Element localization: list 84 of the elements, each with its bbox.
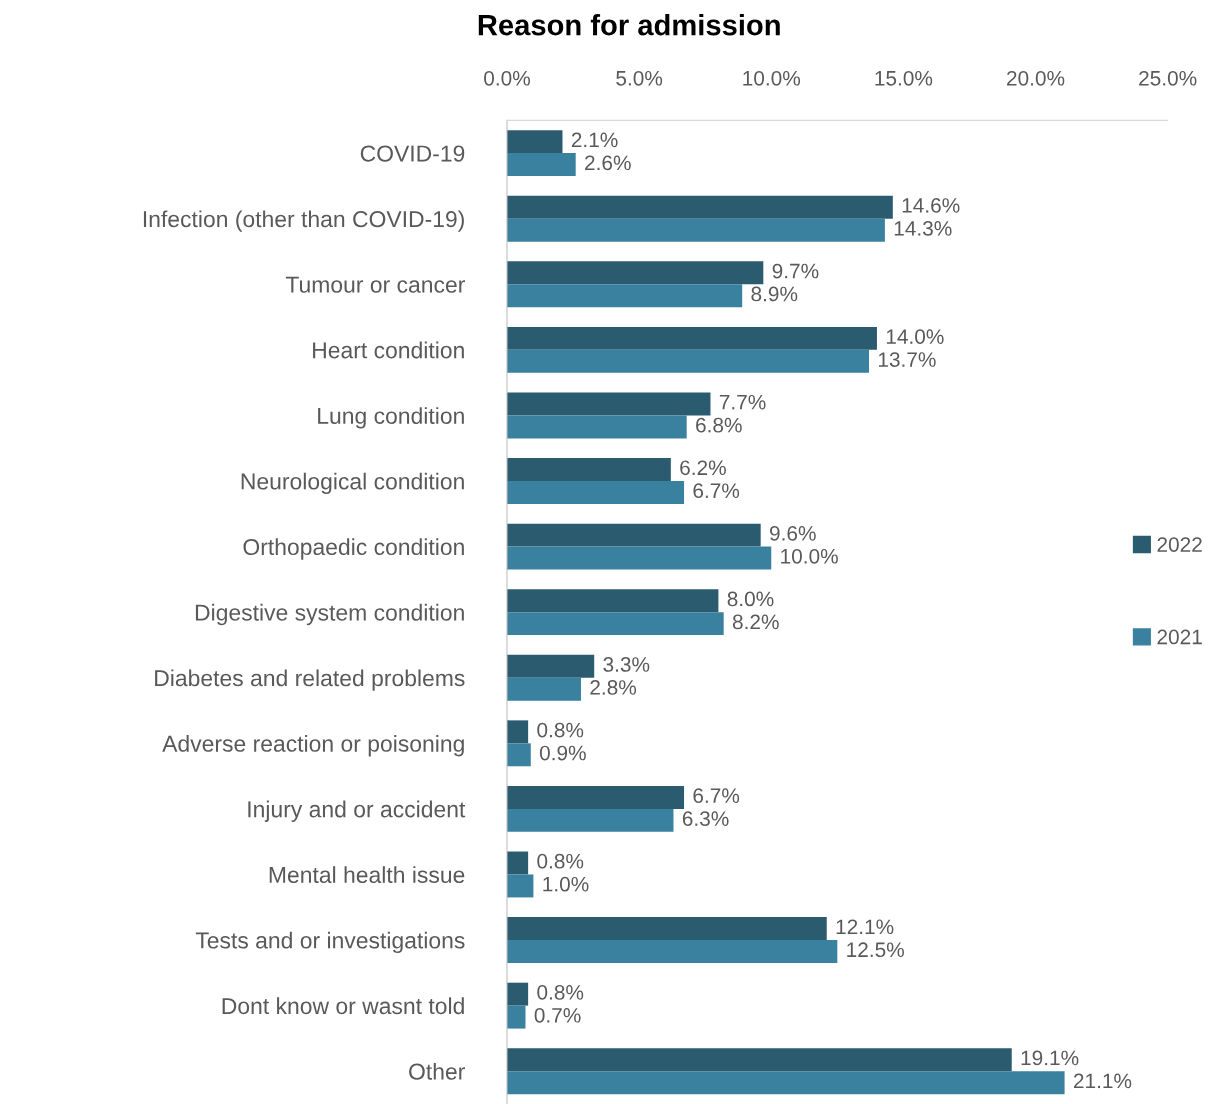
- bar: [506, 458, 671, 482]
- bar: [506, 808, 674, 832]
- y-tick-label: Heart condition: [313, 341, 464, 359]
- bar: [506, 349, 870, 373]
- y-tick-label: Tumour or cancer: [285, 276, 465, 293]
- bar: [506, 195, 893, 219]
- y-tick-label: Infection (other than COVID-19): [143, 210, 464, 232]
- y-tick-label: Mental health issue: [269, 866, 465, 884]
- chart-title: Reason for admission: [478, 14, 780, 36]
- y-tick-label: Injury and or accident: [248, 800, 466, 822]
- bar: [506, 1071, 1065, 1095]
- data-label: 8.2%: [732, 614, 779, 630]
- bar: [506, 130, 563, 154]
- bar: [506, 415, 687, 439]
- bar: [506, 874, 534, 898]
- y-tick-label: Diabetes and related problems: [155, 669, 465, 691]
- data-label: 3.3%: [603, 657, 650, 672]
- y-tick-label: Tests and or investigations: [195, 931, 465, 954]
- bar: [506, 326, 877, 350]
- bar: [506, 785, 685, 809]
- y-tick-label: Lung condition: [318, 407, 464, 429]
- y-tick-label: Digestive system condition: [195, 603, 464, 626]
- data-label: 6.7%: [693, 788, 740, 804]
- data-label: 6.7%: [693, 483, 740, 499]
- y-tick-label: Adverse reaction or poisoning: [162, 735, 464, 757]
- bar: [506, 481, 685, 504]
- data-label: 9.6%: [769, 525, 816, 541]
- data-label: 8.0%: [727, 591, 774, 607]
- legend-label: 2022: [1157, 537, 1202, 552]
- data-label: 2.8%: [590, 680, 637, 695]
- data-label: 1.0%: [543, 876, 589, 892]
- x-tick-label: 15.0%: [875, 70, 933, 86]
- data-label: 6.2%: [680, 460, 726, 476]
- data-label: 9.7%: [772, 263, 819, 279]
- data-label: 14.3%: [894, 221, 952, 236]
- y-tick-label: Other: [409, 1062, 465, 1080]
- data-label: 6.8%: [696, 417, 742, 433]
- x-tick-label: 0.0%: [484, 70, 530, 86]
- bar: [506, 743, 531, 767]
- y-tick-label: Dont know or wasnt told: [222, 997, 464, 1015]
- bar: [506, 284, 743, 308]
- data-label: 7.7%: [719, 394, 766, 410]
- bar: [506, 982, 529, 1006]
- data-label: 13.7%: [878, 352, 936, 367]
- x-tick-label: 25.0%: [1139, 70, 1197, 86]
- bar: [506, 546, 772, 570]
- x-tick-label: 5.0%: [616, 70, 663, 86]
- bar: [506, 261, 764, 285]
- y-tick-label: COVID-19: [360, 145, 465, 162]
- bar: [506, 940, 838, 964]
- bar: [506, 153, 576, 177]
- bar: [506, 392, 711, 416]
- bar: [506, 1048, 1012, 1072]
- bar: [506, 654, 595, 678]
- data-label: 0.7%: [534, 1007, 581, 1023]
- data-label: 19.1%: [1021, 1050, 1079, 1066]
- data-label: 12.1%: [836, 919, 894, 935]
- bar: [506, 1005, 526, 1029]
- y-tick-label: Neurological condition: [241, 472, 464, 495]
- data-label: 2.1%: [571, 132, 618, 148]
- data-label: 2.6%: [585, 155, 631, 171]
- data-label: 8.9%: [751, 286, 798, 302]
- bar: [506, 589, 719, 613]
- data-label: 0.8%: [537, 853, 584, 869]
- data-label: 14.0%: [886, 329, 944, 344]
- data-label: 10.0%: [781, 548, 838, 564]
- bar: [506, 523, 761, 547]
- bar: [506, 218, 885, 242]
- data-label: 0.9%: [539, 745, 586, 761]
- y-tick-label: Orthopaedic condition: [243, 538, 464, 560]
- bar: [506, 612, 724, 636]
- x-tick-label: 10.0%: [743, 70, 801, 86]
- bar: [506, 720, 529, 744]
- data-label: 21.1%: [1073, 1073, 1132, 1089]
- data-label: 14.6%: [902, 198, 960, 213]
- bar: [506, 917, 827, 941]
- bar: [506, 677, 581, 701]
- data-label: 0.8%: [537, 985, 584, 1000]
- data-label: 12.5%: [847, 942, 904, 958]
- legend-label: 2021: [1157, 629, 1202, 645]
- data-label: 0.8%: [537, 722, 584, 738]
- data-label: 6.3%: [682, 811, 729, 826]
- bar: [506, 851, 529, 875]
- x-tick-label: 20.0%: [1007, 70, 1065, 86]
